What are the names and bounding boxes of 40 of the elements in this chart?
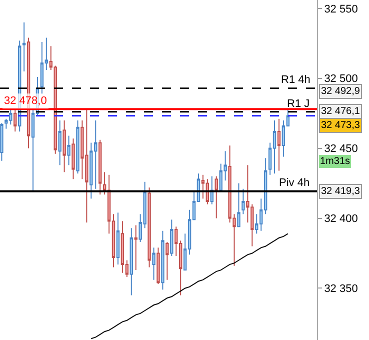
ref-line-label: R1 J xyxy=(287,98,310,110)
y-tick-label: 32 400 xyxy=(324,213,358,226)
y-tick-label: 32 550 xyxy=(324,3,358,16)
candlestick xyxy=(98,139,102,195)
line-series xyxy=(90,233,288,340)
candlestick xyxy=(214,176,218,219)
candlestick xyxy=(156,247,160,285)
candlestick xyxy=(0,122,4,162)
y-tick-label: 32 450 xyxy=(324,143,358,156)
candlestick xyxy=(237,182,240,228)
text: 32 476,1 xyxy=(321,106,360,117)
candlestick xyxy=(242,188,245,215)
ref-line-label: Piv 4h xyxy=(279,177,310,189)
candlestick xyxy=(76,120,80,174)
candlestick xyxy=(62,120,66,173)
candlestick xyxy=(116,212,120,265)
candlestick xyxy=(148,186,151,268)
candlestick xyxy=(120,220,124,274)
candlestick xyxy=(166,242,169,280)
ref-line-label: R1 4h xyxy=(281,74,310,86)
candlestick xyxy=(170,219,174,257)
candlestick xyxy=(152,247,156,280)
candlestick xyxy=(58,120,62,166)
candlestick xyxy=(272,120,276,174)
candlestick xyxy=(161,230,164,290)
y-tick-label: 32 350 xyxy=(324,283,358,296)
candlestick xyxy=(67,135,70,166)
candlestick xyxy=(14,108,17,132)
candlestick xyxy=(130,228,133,296)
candlestick xyxy=(72,138,75,180)
text: 32 492,9 xyxy=(321,86,360,97)
y-tick-label: 32 500 xyxy=(324,73,358,86)
ref-line-label: 32 478,0 xyxy=(4,95,47,107)
candlestick xyxy=(22,22,26,72)
candlestick xyxy=(40,41,44,94)
text: 32 419,3 xyxy=(321,186,360,197)
candlestick xyxy=(277,118,281,172)
candlestick xyxy=(134,224,138,271)
text: 1m31s xyxy=(320,156,350,167)
text: 32 473,3 xyxy=(321,120,360,131)
